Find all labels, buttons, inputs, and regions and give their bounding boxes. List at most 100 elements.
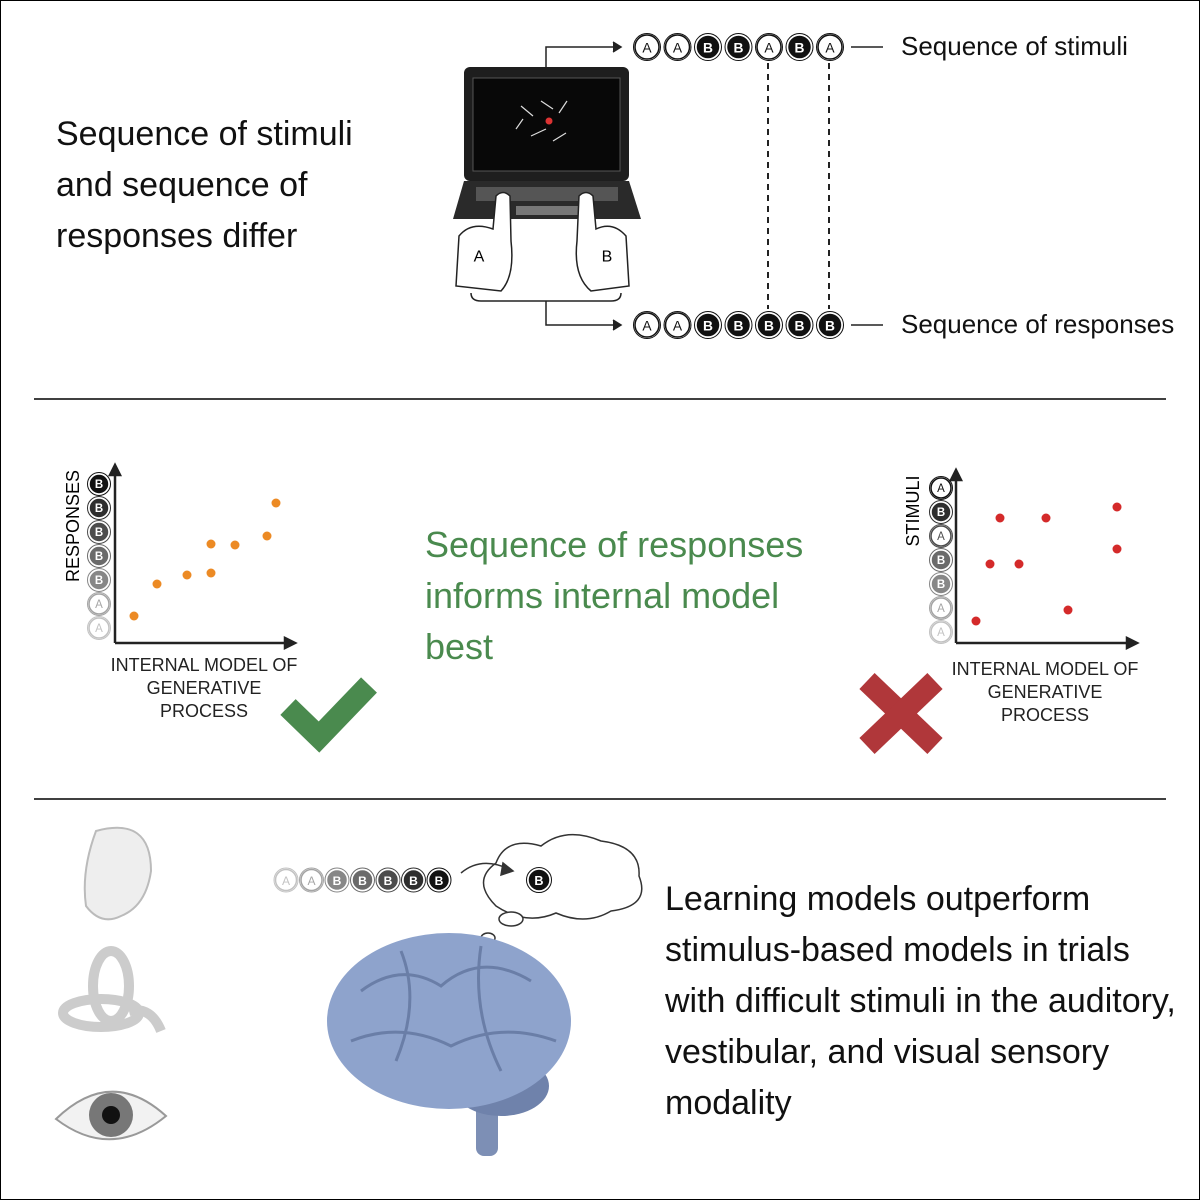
token-label: B bbox=[937, 579, 945, 591]
ear-icon bbox=[83, 826, 153, 921]
token-circle bbox=[817, 312, 843, 338]
symbol-token: A bbox=[273, 867, 299, 893]
token-ring bbox=[929, 500, 953, 524]
token-ring bbox=[526, 867, 552, 893]
token-label: B bbox=[764, 319, 774, 334]
token-circle bbox=[88, 593, 110, 615]
token-label: B bbox=[95, 503, 103, 515]
symbol-token: B bbox=[694, 33, 722, 61]
brain-icon bbox=[327, 933, 571, 1156]
token-label: B bbox=[358, 874, 367, 888]
scatter-dots bbox=[129, 498, 281, 621]
token-ring bbox=[273, 867, 299, 893]
symbol-token: A bbox=[816, 33, 844, 61]
token-circle bbox=[88, 497, 110, 519]
token-label: B bbox=[734, 319, 744, 334]
token-label: B bbox=[409, 874, 418, 888]
symbol-token: B bbox=[785, 33, 814, 61]
token-circle bbox=[274, 868, 298, 892]
token-ring bbox=[694, 311, 722, 339]
symbol-token: A bbox=[929, 596, 953, 620]
token-ring bbox=[929, 476, 953, 500]
token-circle bbox=[88, 473, 110, 495]
token-circle bbox=[88, 545, 110, 567]
token-ring bbox=[324, 867, 350, 893]
token-label: B bbox=[95, 551, 103, 563]
symbol-token: A bbox=[633, 311, 661, 339]
token-ring bbox=[426, 867, 452, 893]
token-label: A bbox=[673, 319, 683, 334]
token-circle bbox=[402, 868, 425, 892]
symbol-token: B bbox=[929, 572, 953, 596]
token-ring bbox=[929, 572, 953, 596]
check-mark bbox=[280, 677, 377, 753]
symbol-token: A bbox=[929, 620, 953, 644]
token-ring bbox=[350, 867, 375, 893]
symbol-token: B bbox=[929, 548, 953, 572]
token-label: B bbox=[95, 479, 103, 491]
token-ring bbox=[87, 472, 111, 496]
token-ring bbox=[724, 33, 753, 61]
token-circle bbox=[664, 34, 691, 60]
token-label: A bbox=[673, 41, 683, 56]
token-circle bbox=[817, 34, 843, 60]
symbol-token: B bbox=[87, 472, 111, 496]
token-label: A bbox=[95, 599, 103, 611]
cross-mark bbox=[859, 673, 943, 754]
symbol-token: A bbox=[87, 616, 111, 640]
token-circle bbox=[725, 312, 752, 338]
x-axis-label: INTERNAL MODEL OF GENERATIVE PROCESS bbox=[951, 659, 1139, 725]
symbol-token: B bbox=[87, 496, 111, 520]
token-ring bbox=[401, 867, 426, 893]
symbol-token: B bbox=[401, 867, 426, 893]
token-label: A bbox=[825, 41, 835, 56]
token-ring bbox=[816, 311, 844, 339]
token-label: B bbox=[333, 874, 342, 888]
token-ring bbox=[87, 520, 111, 544]
token-ring bbox=[87, 496, 111, 520]
token-ring bbox=[633, 311, 661, 339]
x-axis-label: INTERNAL MODEL OF GENERATIVE PROCESS bbox=[110, 655, 298, 721]
responses-label: Sequence of responses bbox=[901, 309, 1175, 339]
token-label: A bbox=[937, 483, 945, 495]
top-text: Sequence of stimuli and sequence of resp… bbox=[56, 115, 353, 255]
token-circle bbox=[930, 501, 952, 523]
symbol-token: B bbox=[87, 568, 111, 592]
y-axis-label: STIMULI bbox=[903, 475, 923, 546]
token-label: A bbox=[642, 41, 652, 56]
token-label: A bbox=[937, 627, 945, 639]
token-circle bbox=[930, 573, 952, 595]
token-label: B bbox=[825, 319, 835, 334]
symbol-token: A bbox=[929, 476, 953, 500]
token-label: A bbox=[642, 319, 652, 334]
symbol-token: B bbox=[87, 520, 111, 544]
symbol-token: B bbox=[694, 311, 722, 339]
token-label: B bbox=[795, 319, 805, 334]
connector bbox=[470, 41, 883, 331]
token-circle bbox=[88, 617, 110, 639]
token-label: A bbox=[937, 603, 945, 615]
plot-axes bbox=[107, 462, 1140, 651]
token-ring bbox=[929, 524, 953, 548]
token-circle bbox=[664, 312, 691, 338]
token-circle bbox=[930, 525, 952, 547]
token-circle bbox=[786, 312, 813, 338]
middle-text: Sequence of responses informs internal m… bbox=[425, 524, 804, 667]
token-ring bbox=[633, 33, 661, 61]
token-circle bbox=[756, 312, 782, 338]
token-circle bbox=[88, 569, 110, 591]
token-label: A bbox=[307, 874, 316, 888]
hands bbox=[455, 191, 630, 292]
token-ring bbox=[694, 33, 722, 61]
token-label: B bbox=[937, 507, 945, 519]
symbol-token: A bbox=[633, 33, 661, 61]
bottom-text: Learning models outperform stimulus-base… bbox=[665, 880, 1176, 1122]
token-ring bbox=[785, 311, 814, 339]
token-ring bbox=[755, 311, 783, 339]
token-ring bbox=[929, 548, 953, 572]
eye-icon bbox=[54, 1090, 168, 1141]
token-ring bbox=[724, 311, 753, 339]
symbol-token: B bbox=[724, 311, 753, 339]
token-ring bbox=[755, 33, 783, 61]
